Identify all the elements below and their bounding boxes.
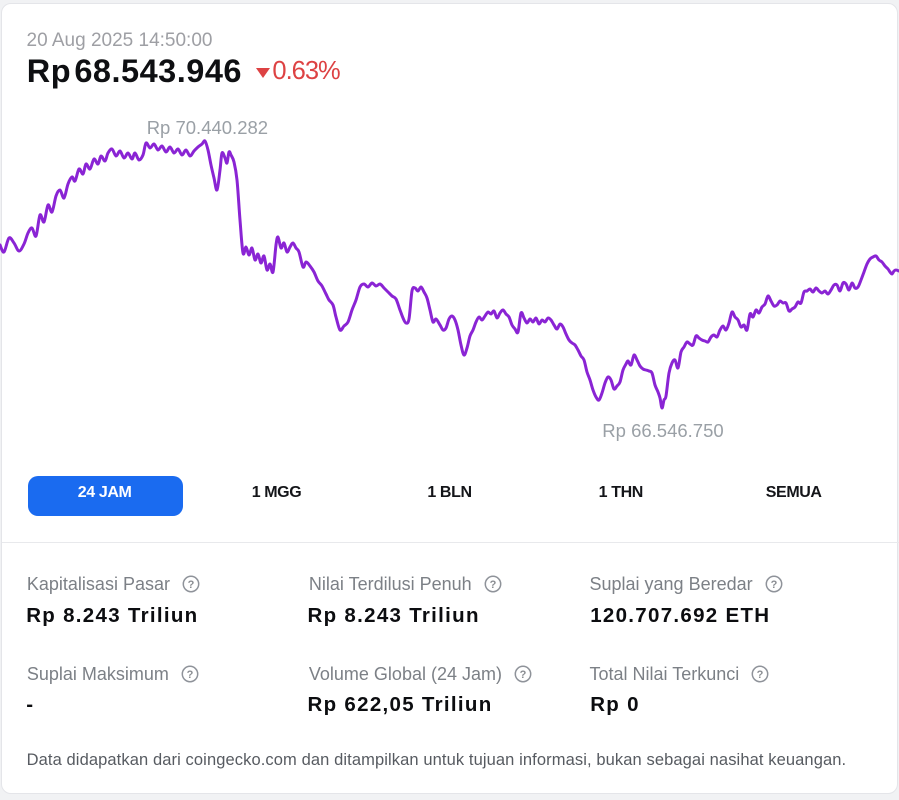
svg-text:?: ? [520, 669, 527, 681]
svg-text:?: ? [188, 579, 195, 591]
svg-text:?: ? [757, 669, 764, 681]
svg-text:?: ? [489, 579, 496, 591]
svg-text:?: ? [770, 579, 777, 591]
svg-text:?: ? [187, 669, 194, 681]
